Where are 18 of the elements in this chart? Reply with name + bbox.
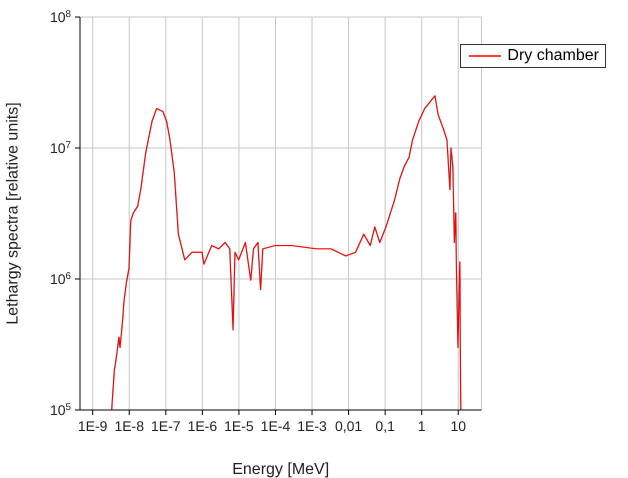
y-tick-label: 10$^{8}$ <box>50 8 72 25</box>
x-tick-label: 1E-6 <box>188 418 218 434</box>
x-tick-label: 1E-8 <box>114 418 144 434</box>
legend-label: Dry chamber <box>507 47 599 65</box>
y-tick-label: 10$^{5}$ <box>50 402 72 418</box>
x-tick-label: 1E-3 <box>297 418 328 434</box>
y-axis-title: Lethargy spectra [relative units] <box>4 102 22 325</box>
y-tick-label: 10$^{7}$ <box>50 140 71 156</box>
x-axis-title: Energy [MeV] <box>232 461 330 478</box>
x-tick-label: 0,1 <box>375 418 396 434</box>
x-tick-label: 1 <box>418 418 426 434</box>
x-tick-label: 0,01 <box>334 418 362 434</box>
x-tick-label: 10 <box>450 418 466 434</box>
x-tick-label: 1E-4 <box>260 418 290 434</box>
x-tick-label: 1E-7 <box>151 418 181 434</box>
x-tick-label: 1E-5 <box>224 418 254 434</box>
x-tick-label: 1E-9 <box>78 418 108 434</box>
y-tick-label: 10$^{6}$ <box>50 270 72 287</box>
